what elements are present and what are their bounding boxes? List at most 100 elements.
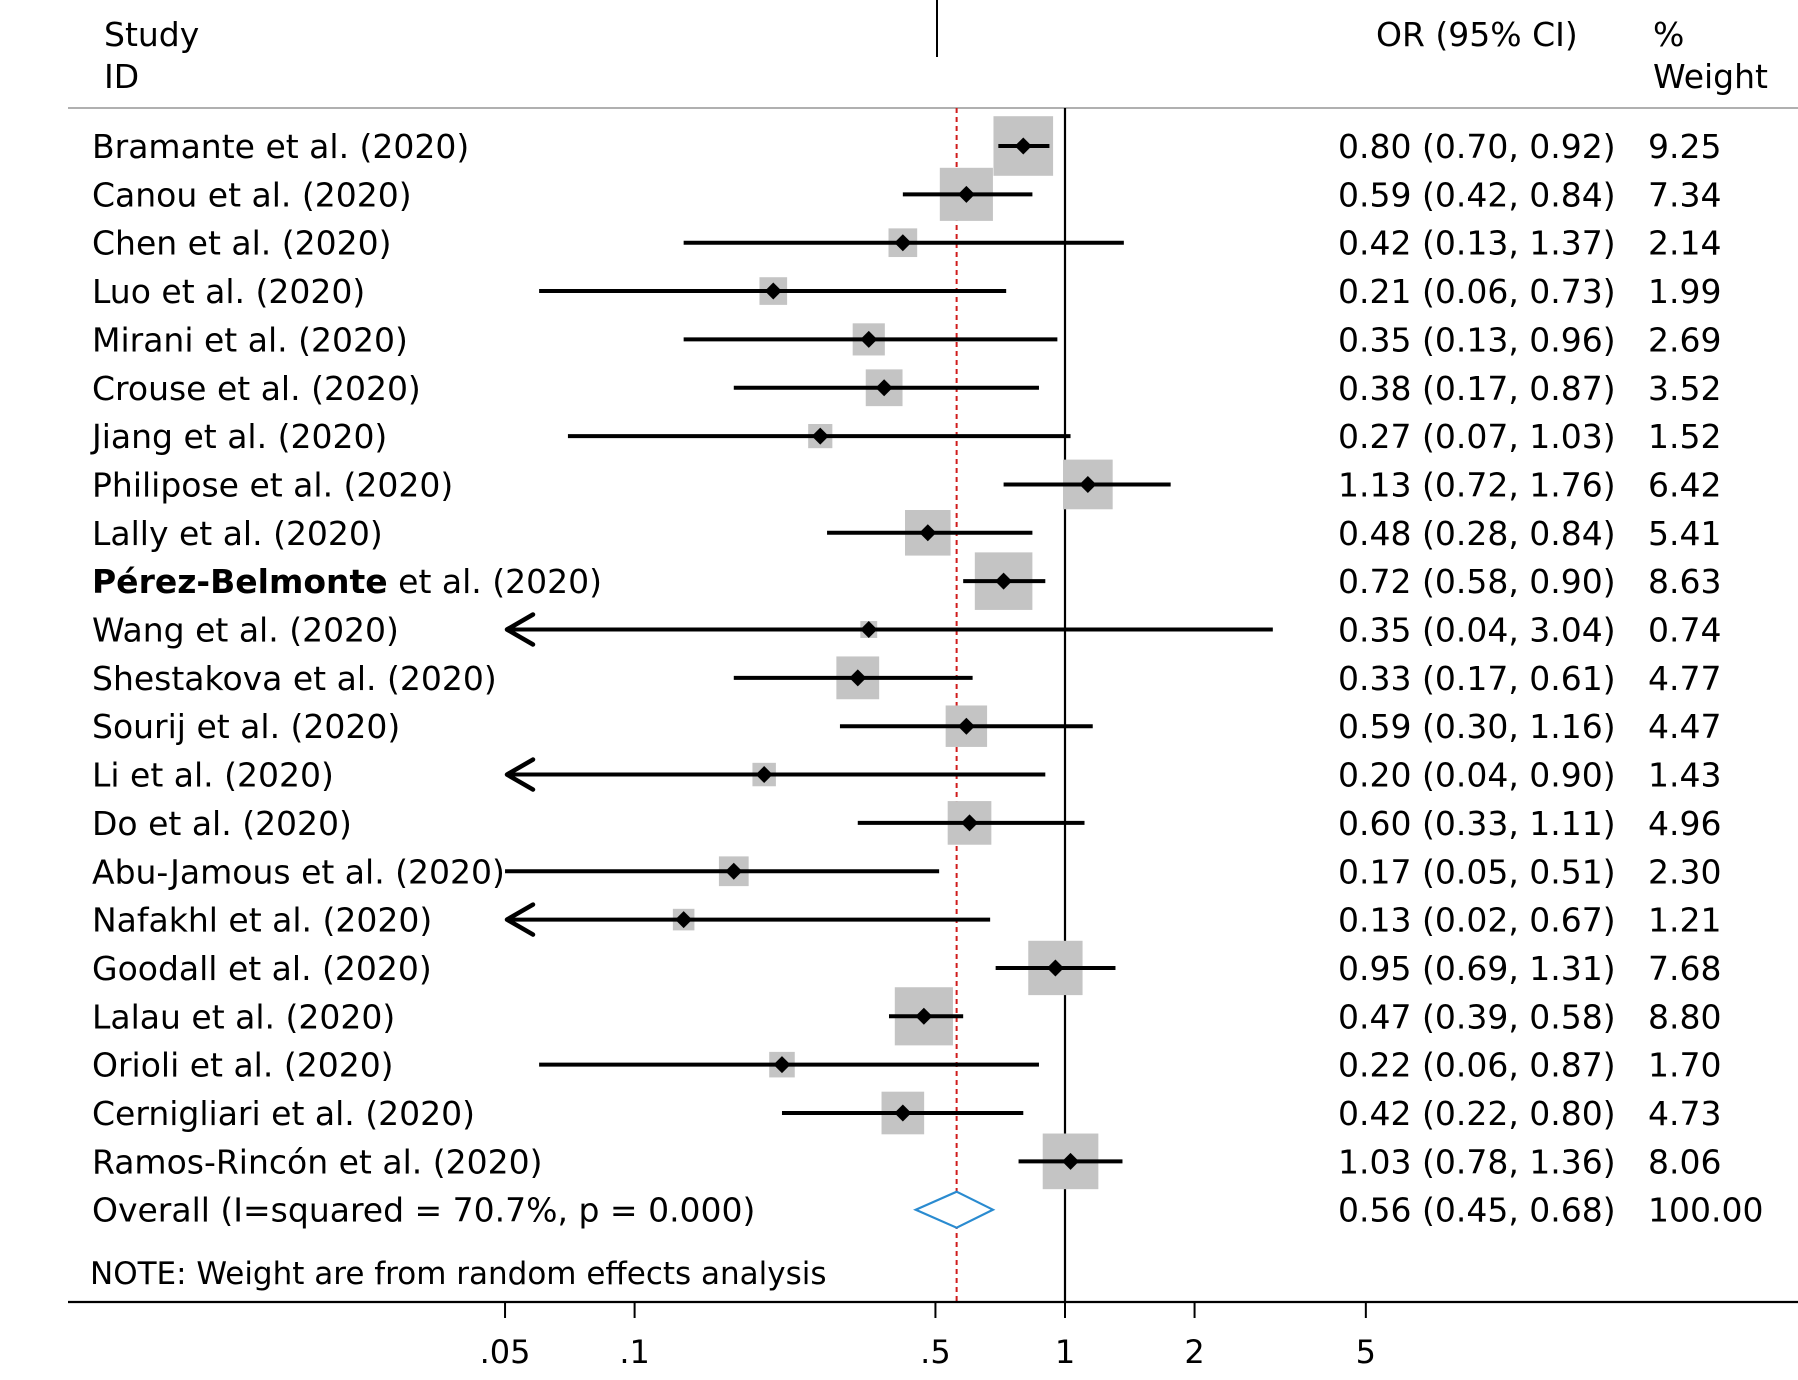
x-tick-label: 2 (1184, 1333, 1204, 1371)
point-estimate-marker (849, 669, 867, 687)
point-estimate-marker (811, 427, 829, 445)
weight-value: 4.47 (1648, 707, 1721, 746)
study-label: Shestakova et al. (2020) (92, 659, 497, 698)
study-row: Pérez-Belmonte et al. (2020) 0.72 (0.58, … (92, 552, 1721, 610)
study-label: Nafakhl et al. (2020) (92, 901, 432, 940)
overall-row: Overall (I=squared = 70.7%, p = 0.000) 0.… (92, 1190, 1763, 1230)
header-study-label: Study (104, 15, 199, 54)
study-row: Orioli et al. (2020) 0.22 (0.06, 0.87) 1.7… (92, 1046, 1721, 1085)
study-label: Canou et al. (2020) (92, 175, 412, 214)
study-label: Li et al. (2020) (92, 756, 334, 795)
study-label: Crouse et al. (2020) (92, 369, 421, 408)
header-weight-pct: % (1653, 15, 1684, 54)
ci-arrow-left (504, 757, 536, 792)
or-ci-value: 0.22 (0.06, 0.87) (1338, 1046, 1616, 1085)
study-row: Crouse et al. (2020) 0.38 (0.17, 0.87) 3.5… (92, 369, 1721, 408)
weight-value: 4.73 (1648, 1094, 1721, 1133)
ci-arrow-left (504, 902, 536, 937)
point-estimate-marker (894, 1104, 912, 1122)
or-ci-value: 0.72 (0.58, 0.90) (1338, 562, 1616, 601)
study-row: Abu-Jamous et al. (2020) 0.17 (0.05, 0.51… (92, 852, 1721, 891)
weight-value: 9.25 (1648, 127, 1721, 166)
study-label: Cernigliari et al. (2020) (92, 1094, 475, 1133)
point-estimate-marker (995, 572, 1013, 590)
or-ci-value: 0.48 (0.28, 0.84) (1338, 514, 1616, 553)
or-ci-value: 0.59 (0.42, 0.84) (1338, 175, 1616, 214)
study-row: Philipose et al. (2020) 1.13 (0.72, 1.76)… (92, 459, 1721, 510)
study-row: Shestakova et al. (2020) 0.33 (0.17, 0.61… (92, 656, 1721, 700)
overall-diamond (913, 1190, 996, 1229)
point-estimate-marker (894, 234, 912, 252)
study-label: Lalau et al. (2020) (92, 997, 395, 1036)
point-estimate-marker (764, 282, 782, 300)
point-estimate-marker (725, 862, 743, 880)
study-row: Cernigliari et al. (2020) 0.42 (0.22, 0.8… (92, 1091, 1721, 1135)
or-ci-value: 0.17 (0.05, 0.51) (1338, 852, 1616, 891)
weight-value: 1.43 (1648, 756, 1721, 795)
study-row: Wang et al. (2020) 0.35 (0.04, 3.04) 0.74 (92, 611, 1721, 650)
weight-value: 1.99 (1648, 272, 1721, 311)
point-estimate-marker (773, 1056, 791, 1074)
study-label: Wang et al. (2020) (92, 611, 399, 650)
weight-value: 7.34 (1648, 175, 1721, 214)
weight-value: 1.21 (1648, 901, 1721, 940)
study-label: Sourij et al. (2020) (92, 707, 400, 746)
point-estimate-marker (875, 379, 893, 397)
study-label: Orioli et al. (2020) (92, 1046, 394, 1085)
weight-value: 2.30 (1648, 852, 1721, 891)
weight-value: 6.42 (1648, 465, 1721, 504)
study-label: Abu-Jamous et al. (2020) (92, 852, 505, 891)
weight-value: 2.14 (1648, 224, 1721, 263)
x-tick-label: 5 (1356, 1333, 1376, 1371)
study-label: Luo et al. (2020) (92, 272, 365, 311)
point-estimate-marker (1014, 137, 1032, 155)
weight-value: 5.41 (1648, 514, 1721, 553)
or-ci-value: 0.33 (0.17, 0.61) (1338, 659, 1616, 698)
or-ci-value: 0.47 (0.39, 0.58) (1338, 997, 1616, 1036)
study-row: Nafakhl et al. (2020) 0.13 (0.02, 0.67) 1.… (92, 901, 1721, 940)
weight-value: 2.69 (1648, 320, 1721, 359)
or-ci-value: 0.38 (0.17, 0.87) (1338, 369, 1616, 408)
or-ci-value: 1.03 (0.78, 1.36) (1338, 1142, 1616, 1181)
overall-weight-value: 100.00 (1648, 1191, 1763, 1230)
study-label: Philipose et al. (2020) (92, 465, 453, 504)
weight-value: 3.52 (1648, 369, 1721, 408)
weight-value: 8.80 (1648, 997, 1721, 1036)
or-ci-value: 0.13 (0.02, 0.67) (1338, 901, 1616, 940)
study-label: Jiang et al. (2020) (90, 417, 387, 456)
study-label: Bramante et al. (2020) (92, 127, 469, 166)
x-tick-label: .05 (480, 1333, 531, 1371)
study-row: Lally et al. (2020) 0.48 (0.28, 0.84) 5.41 (92, 510, 1721, 556)
study-label: Pérez-Belmonte et al. (2020) (92, 562, 602, 601)
or-ci-value: 0.42 (0.22, 0.80) (1338, 1094, 1616, 1133)
header-id-label: ID (104, 57, 139, 96)
study-row: Sourij et al. (2020) 0.59 (0.30, 1.16) 4.4… (92, 705, 1721, 747)
footnote: NOTE: Weight are from random effects ana… (90, 1256, 827, 1292)
or-ci-value: 1.13 (0.72, 1.76) (1338, 465, 1616, 504)
ci-arrow-left (504, 612, 536, 647)
or-ci-value: 0.35 (0.04, 3.04) (1338, 611, 1616, 650)
or-ci-value: 0.59 (0.30, 1.16) (1338, 707, 1616, 746)
or-ci-value: 0.27 (0.07, 1.03) (1338, 417, 1616, 456)
study-label: Ramos-Rincón et al. (2020) (92, 1142, 542, 1181)
study-row: Jiang et al. (2020) 0.27 (0.07, 1.03) 1.52 (90, 417, 1721, 456)
study-row: Mirani et al. (2020) 0.35 (0.13, 0.96) 2.6… (92, 320, 1721, 359)
header-weight-label: Weight (1653, 57, 1768, 96)
weight-value: 7.68 (1648, 949, 1721, 988)
or-ci-value: 0.35 (0.13, 0.96) (1338, 320, 1616, 359)
header-or-label: OR (95% CI) (1376, 15, 1578, 54)
study-row: Canou et al. (2020) 0.59 (0.42, 0.84) 7.34 (92, 167, 1721, 221)
point-estimate-marker (961, 814, 979, 832)
study-label: Do et al. (2020) (92, 804, 352, 843)
overall-label: Overall (I=squared = 70.7%, p = 0.000) (92, 1191, 755, 1230)
point-estimate-marker (915, 1007, 933, 1025)
study-row: Ramos-Rincón et al. (2020) 1.03 (0.78, 1.… (92, 1133, 1721, 1190)
x-tick-label: 1 (1055, 1333, 1075, 1371)
point-estimate-marker (919, 524, 937, 542)
study-label: Goodall et al. (2020) (92, 949, 432, 988)
study-label: Lally et al. (2020) (92, 514, 383, 553)
study-row: Li et al. (2020) 0.20 (0.04, 0.90) 1.43 (92, 756, 1721, 795)
study-row: Luo et al. (2020) 0.21 (0.06, 0.73) 1.99 (92, 272, 1721, 311)
study-row: Do et al. (2020) 0.60 (0.33, 1.11) 4.96 (92, 801, 1721, 845)
